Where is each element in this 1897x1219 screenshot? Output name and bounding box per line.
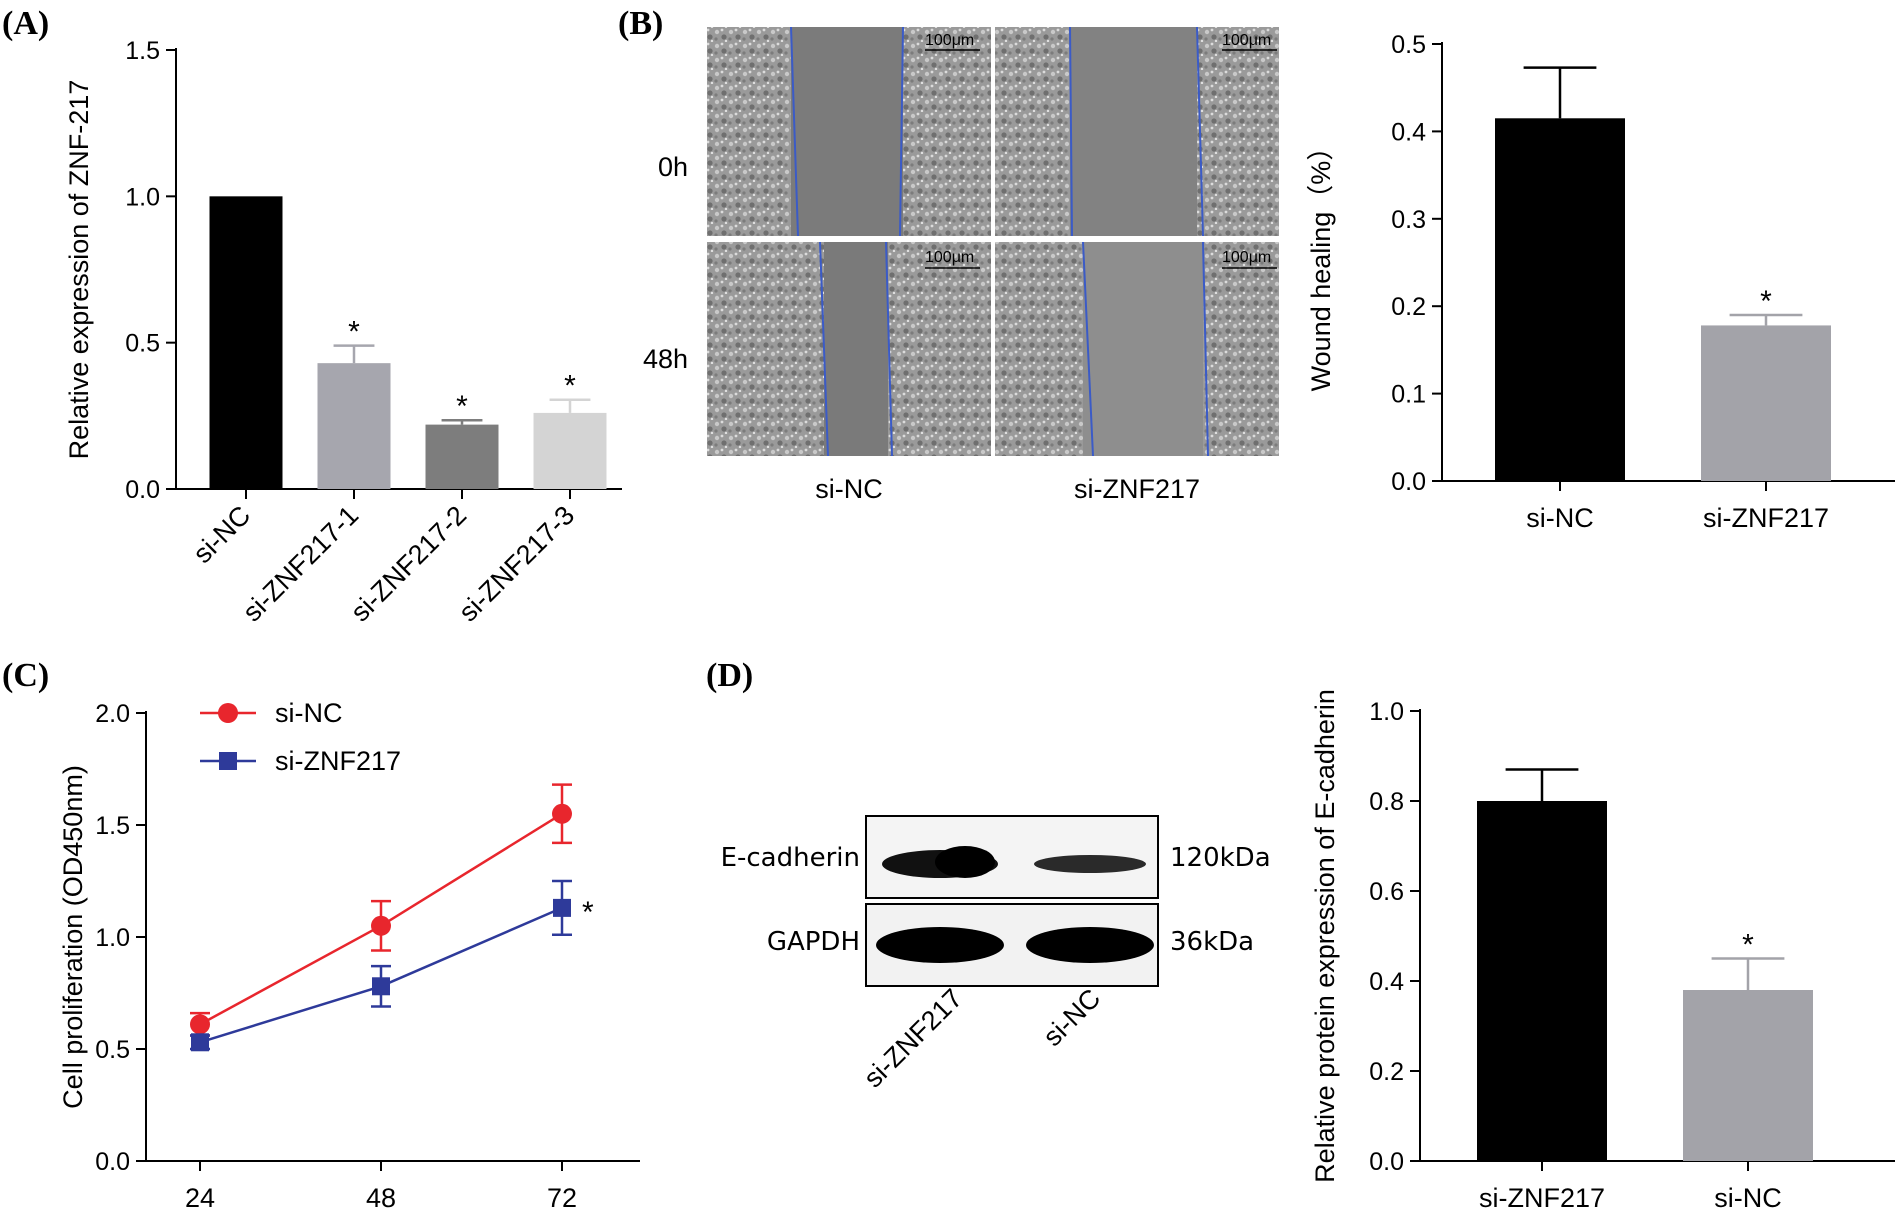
band-e-cadherin-si-nc bbox=[1034, 855, 1146, 873]
row-label-48h: 48h bbox=[643, 344, 688, 374]
significance-marker: * bbox=[1742, 929, 1754, 962]
x-tick-label: si-NC bbox=[1714, 1183, 1782, 1213]
western-blot: E-cadherin GAPDH 120kDa 36kDa si-ZNF217 … bbox=[721, 815, 1271, 1093]
bar-si-nc bbox=[209, 196, 283, 490]
bar-si-znf217-2 bbox=[425, 424, 499, 489]
x-tick-label: 48 bbox=[366, 1183, 396, 1213]
y-tick-label: 1.5 bbox=[125, 37, 160, 65]
significance-marker: * bbox=[582, 896, 594, 929]
x-tick-label: 24 bbox=[185, 1183, 215, 1213]
significance-marker: * bbox=[564, 370, 576, 403]
wound-healing-micrographs: 100μm 100μm 100μm 100μm 0h 48h si-NC si-… bbox=[643, 26, 1279, 504]
y-tick-label: 0.0 bbox=[1369, 1148, 1404, 1176]
svg-text:100μm: 100μm bbox=[1222, 32, 1271, 49]
y-tick-label: 0.4 bbox=[1391, 118, 1426, 146]
scale-bar-1: 100μm bbox=[925, 32, 980, 51]
blot-size-gapdh: 36kDa bbox=[1170, 927, 1254, 957]
scratch-gap-0h-si-nc bbox=[791, 27, 903, 236]
y-tick-label: 1.0 bbox=[1369, 698, 1404, 726]
chart-d-e-cadherin: 0.0 0.2 0.4 0.6 0.8 1.0 Relative protein expre… bbox=[1310, 689, 1895, 1213]
x-tick-label: si-NC bbox=[187, 500, 256, 569]
col-label-si-nc: si-NC bbox=[815, 474, 883, 504]
y-tick-label: 0.8 bbox=[1369, 788, 1404, 816]
y-tick-label: 1.5 bbox=[95, 812, 130, 840]
panel-label-c: (C) bbox=[2, 657, 49, 694]
blot-lane-si-nc: si-NC bbox=[1037, 983, 1106, 1052]
y-tick-label: 0.2 bbox=[1391, 293, 1426, 321]
point-si-znf217 bbox=[191, 1033, 209, 1052]
legend-marker bbox=[218, 703, 238, 723]
scale-bar-3: 100μm bbox=[925, 249, 980, 269]
chart-c-cell-proliferation: 0.0 0.5 1.0 1.5 2.0 Cell proliferation (OD450… bbox=[58, 698, 640, 1213]
y-axis-label: Relative expression of ZNF-217 bbox=[64, 80, 94, 460]
x-tick-label: si-ZNF217 bbox=[1703, 503, 1829, 533]
point-si-nc bbox=[371, 915, 391, 936]
svg-text:100μm: 100μm bbox=[1222, 249, 1271, 266]
significance-marker: * bbox=[348, 316, 360, 349]
scratch-gap-0h-si-znf217 bbox=[1070, 27, 1197, 236]
bar-si-znf217 bbox=[1701, 325, 1831, 481]
y-tick-label: 0.5 bbox=[125, 330, 160, 358]
legend-label: si-ZNF217 bbox=[275, 746, 401, 776]
point-si-znf217 bbox=[553, 898, 571, 917]
panel-label-d: (D) bbox=[706, 657, 753, 694]
panel-label-b: (B) bbox=[618, 5, 663, 42]
y-tick-label: 2.0 bbox=[95, 700, 130, 728]
row-label-0h: 0h bbox=[658, 152, 688, 182]
y-axis-label: Wound healing（%） bbox=[1306, 134, 1336, 392]
x-tick-label: si-NC bbox=[1526, 503, 1594, 533]
point-si-znf217 bbox=[372, 977, 390, 996]
legend-marker bbox=[219, 752, 237, 770]
x-tick-label: si-ZNF217-2 bbox=[345, 500, 472, 627]
svg-text:100μm: 100μm bbox=[925, 249, 974, 266]
scale-bar-4: 100μm bbox=[1222, 249, 1277, 269]
y-tick-label: 0.4 bbox=[1369, 968, 1404, 996]
x-tick-label: si-ZNF217-1 bbox=[237, 500, 364, 627]
chart-b-wound-healing: 0.0 0.1 0.2 0.3 0.4 0.5 Wound healing（%） si-NC *… bbox=[1306, 31, 1895, 533]
bar-si-znf217-1 bbox=[317, 363, 391, 489]
y-tick-label: 0.0 bbox=[125, 476, 160, 504]
blot-size-e-cadherin: 120kDa bbox=[1170, 843, 1271, 873]
scratch-gap-48h-si-nc bbox=[824, 242, 888, 456]
y-axis-label: Relative protein expression of E-cadheri… bbox=[1310, 689, 1340, 1183]
band-gapdh-si-nc bbox=[1026, 927, 1154, 963]
scratch-gap-48h-si-znf217 bbox=[1083, 242, 1203, 456]
bar-si-znf217-3 bbox=[533, 412, 607, 489]
bar-si-nc bbox=[1683, 990, 1813, 1161]
point-si-nc bbox=[190, 1014, 210, 1035]
bar-si-znf217 bbox=[1477, 801, 1607, 1161]
blot-label-e-cadherin: E-cadherin bbox=[721, 843, 860, 873]
y-tick-label: 0.0 bbox=[95, 1148, 130, 1176]
y-tick-label: 0.0 bbox=[1391, 468, 1426, 496]
y-tick-label: 0.3 bbox=[1391, 206, 1426, 234]
x-tick-label: 72 bbox=[547, 1183, 577, 1213]
significance-marker: * bbox=[1760, 285, 1772, 318]
y-axis-label: Cell proliferation (OD450nm) bbox=[58, 765, 88, 1109]
bar-si-nc bbox=[1495, 118, 1625, 481]
legend-label: si-NC bbox=[275, 698, 343, 728]
chart-a-relative-expression: 0.0 0.5 1.0 1.5 Relative expression of ZNF-2… bbox=[64, 37, 622, 627]
blot-label-gapdh: GAPDH bbox=[767, 927, 860, 957]
svg-text:100μm: 100μm bbox=[925, 32, 974, 49]
y-tick-label: 0.5 bbox=[1391, 31, 1426, 59]
col-label-si-znf217: si-ZNF217 bbox=[1074, 474, 1200, 504]
y-tick-label: 0.1 bbox=[1391, 381, 1426, 409]
point-si-nc bbox=[552, 803, 572, 824]
y-tick-label: 0.6 bbox=[1369, 878, 1404, 906]
y-tick-label: 1.0 bbox=[125, 183, 160, 211]
panel-label-a: (A) bbox=[2, 5, 49, 42]
y-tick-label: 0.2 bbox=[1369, 1058, 1404, 1086]
y-tick-label: 0.5 bbox=[95, 1036, 130, 1064]
x-tick-label: si-ZNF217-3 bbox=[453, 500, 580, 627]
y-tick-label: 1.0 bbox=[95, 924, 130, 952]
significance-marker: * bbox=[456, 390, 468, 423]
scale-bar-2: 100μm bbox=[1222, 32, 1277, 51]
x-tick-label: si-ZNF217 bbox=[1479, 1183, 1605, 1213]
band-gapdh-si-znf217 bbox=[876, 927, 1004, 963]
blot-lane-si-znf217: si-ZNF217 bbox=[858, 983, 968, 1093]
